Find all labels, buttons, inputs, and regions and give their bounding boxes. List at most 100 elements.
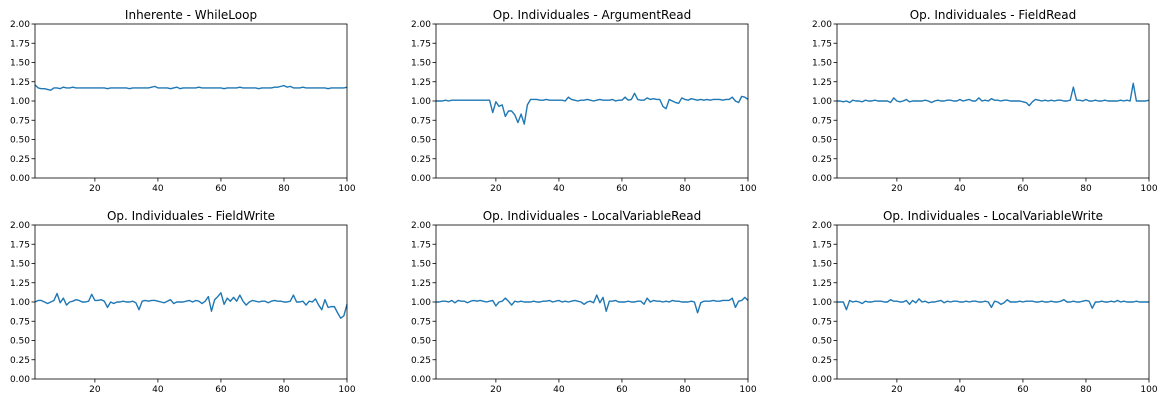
y-tick-label: 0.50 bbox=[10, 136, 30, 146]
y-tick-label: 0.25 bbox=[411, 356, 431, 366]
y-tick-label: 1.50 bbox=[10, 260, 30, 270]
y-tick-label: 0.50 bbox=[411, 337, 431, 347]
y-tick-label: 1.75 bbox=[812, 240, 832, 250]
x-tick-label: 80 bbox=[1080, 385, 1092, 395]
axes-frame bbox=[435, 224, 749, 380]
x-tick-label: 100 bbox=[338, 385, 355, 395]
y-tick-label: 1.75 bbox=[812, 39, 832, 49]
y-tick-label: 2.00 bbox=[411, 221, 431, 231]
x-tick-label: 40 bbox=[152, 184, 164, 194]
x-tick-label: 100 bbox=[1140, 385, 1157, 395]
series-line bbox=[34, 84, 348, 91]
x-tick-label: 100 bbox=[1140, 184, 1157, 194]
x-tick-label: 40 bbox=[553, 385, 565, 395]
y-tick-label: 0.00 bbox=[812, 375, 832, 385]
subplot-4: Op. Individuales - FieldWrite 0.00 0.25 0.5… bbox=[10, 209, 356, 395]
x-tick-label: 60 bbox=[215, 385, 227, 395]
y-tick-label: 1.25 bbox=[411, 279, 431, 289]
y-tick-label: 1.50 bbox=[411, 260, 431, 270]
y-tick-label: 0.75 bbox=[812, 116, 832, 126]
axes-frame bbox=[836, 23, 1150, 179]
x-tick-label: 80 bbox=[278, 184, 290, 194]
subplot-title: Inherente - WhileLoop bbox=[125, 8, 257, 22]
y-tick-label: 1.50 bbox=[10, 59, 30, 69]
y-tick-label: 1.25 bbox=[812, 279, 832, 289]
x-tick-label: 20 bbox=[89, 184, 101, 194]
subplot-title: Op. Individuales - LocalVariableWrite bbox=[883, 209, 1103, 223]
y-tick-label: 0.00 bbox=[10, 375, 30, 385]
x-tick-label: 20 bbox=[891, 385, 903, 395]
y-tick-label: 0.50 bbox=[812, 337, 832, 347]
y-tick-label: 0.50 bbox=[10, 337, 30, 347]
y-tick-label: 1.75 bbox=[411, 240, 431, 250]
series-line bbox=[837, 298, 1149, 311]
x-tick-label: 20 bbox=[490, 385, 502, 395]
subplot-title: Op. Individuales - FieldRead bbox=[910, 8, 1077, 22]
y-tick-label: 0.50 bbox=[411, 136, 431, 146]
y-tick-label: 0.25 bbox=[10, 155, 30, 165]
x-tick-label: 40 bbox=[954, 385, 966, 395]
y-tick-label: 0.25 bbox=[812, 155, 832, 165]
y-tick-label: 2.00 bbox=[10, 221, 30, 231]
x-tick-label: 80 bbox=[679, 385, 691, 395]
x-tick-label: 60 bbox=[616, 385, 628, 395]
y-tick-label: 2.00 bbox=[812, 20, 832, 30]
y-tick-label: 1.25 bbox=[411, 78, 431, 88]
y-tick-label: 0.75 bbox=[10, 317, 30, 327]
y-tick-label: 0.75 bbox=[10, 116, 30, 126]
subplot-1: Inherente - WhileLoop 0.00 0.25 0.50 0.75 1.0… bbox=[10, 8, 356, 194]
axes-frame bbox=[435, 23, 749, 179]
axes-frame bbox=[34, 224, 348, 380]
subplot-3: Op. Individuales - FieldRead 0.00 0.25 0.50… bbox=[812, 8, 1158, 194]
x-tick-label: 100 bbox=[739, 385, 756, 395]
x-tick-label: 40 bbox=[553, 184, 565, 194]
x-tick-label: 40 bbox=[954, 184, 966, 194]
x-tick-label: 80 bbox=[278, 385, 290, 395]
axes-frame bbox=[836, 224, 1150, 380]
y-tick-label: 1.75 bbox=[10, 39, 30, 49]
x-tick-label: 60 bbox=[215, 184, 227, 194]
x-tick-label: 40 bbox=[152, 385, 164, 395]
subplot-title: Op. Individuales - FieldWrite bbox=[107, 209, 275, 223]
y-tick-label: 1.25 bbox=[10, 78, 30, 88]
y-tick-label: 1.75 bbox=[411, 39, 431, 49]
y-tick-label: 0.75 bbox=[812, 317, 832, 327]
y-tick-label: 1.50 bbox=[812, 59, 832, 69]
y-tick-label: 1.25 bbox=[812, 78, 832, 88]
y-tick-label: 1.00 bbox=[411, 298, 431, 308]
y-tick-label: 0.00 bbox=[411, 174, 431, 184]
y-tick-label: 1.00 bbox=[411, 97, 431, 107]
y-tick-label: 1.75 bbox=[10, 240, 30, 250]
y-tick-label: 1.00 bbox=[10, 298, 30, 308]
subplot-title: Op. Individuales - ArgumentRead bbox=[493, 8, 691, 22]
x-tick-label: 60 bbox=[1017, 385, 1029, 395]
y-tick-label: 1.00 bbox=[812, 298, 832, 308]
series-line bbox=[436, 92, 749, 125]
y-tick-label: 0.75 bbox=[411, 116, 431, 126]
y-tick-label: 1.00 bbox=[10, 97, 30, 107]
x-tick-label: 20 bbox=[490, 184, 502, 194]
series-line bbox=[34, 292, 348, 319]
y-tick-label: 1.25 bbox=[10, 279, 30, 289]
x-tick-label: 20 bbox=[891, 184, 903, 194]
x-tick-label: 100 bbox=[338, 184, 355, 194]
x-tick-label: 80 bbox=[679, 184, 691, 194]
axes-frame bbox=[34, 23, 348, 179]
y-tick-label: 0.25 bbox=[411, 155, 431, 165]
y-tick-label: 0.25 bbox=[812, 356, 832, 366]
y-tick-label: 1.50 bbox=[411, 59, 431, 69]
x-tick-label: 80 bbox=[1080, 184, 1092, 194]
y-tick-label: 1.50 bbox=[812, 260, 832, 270]
subplot-title: Op. Individuales - LocalVariableRead bbox=[483, 209, 702, 223]
y-tick-label: 0.00 bbox=[812, 174, 832, 184]
x-tick-label: 100 bbox=[739, 184, 756, 194]
y-tick-label: 0.75 bbox=[411, 317, 431, 327]
y-tick-label: 0.00 bbox=[411, 375, 431, 385]
y-tick-label: 0.25 bbox=[10, 356, 30, 366]
x-tick-label: 20 bbox=[89, 385, 101, 395]
y-tick-label: 0.50 bbox=[812, 136, 832, 146]
y-tick-label: 2.00 bbox=[812, 221, 832, 231]
y-tick-label: 2.00 bbox=[411, 20, 431, 30]
subplot-2: Op. Individuales - ArgumentRead 0.00 0.25 0… bbox=[411, 8, 757, 194]
